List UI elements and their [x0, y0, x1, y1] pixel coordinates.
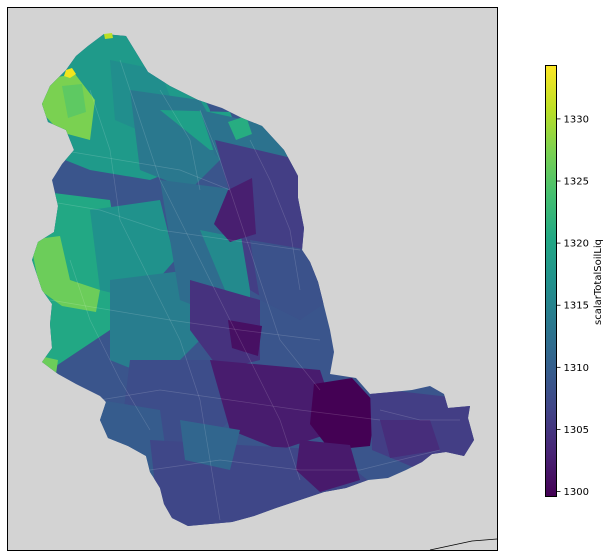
zone-channel-deep	[228, 320, 262, 356]
zone-center-west	[110, 270, 200, 380]
boundary-line	[429, 538, 498, 551]
zone-east-arm-inner	[380, 420, 440, 458]
colorbar-tick-label: 1305	[564, 425, 589, 436]
zone-southeast	[210, 360, 340, 450]
zone-northeast-spot	[228, 116, 252, 140]
subcatchment-lines	[39, 59, 460, 521]
zone-center-strip	[200, 230, 250, 300]
northwest-tip-patch	[64, 68, 76, 78]
colorbar-tick-label: 1330	[564, 114, 589, 125]
colorbar-gradient	[545, 65, 557, 497]
colorbar-ticks: 1300 1305 1310 1315 1320 1325 1330	[556, 114, 589, 498]
zone-south-inner	[296, 440, 360, 492]
colorbar-tick-label: 1320	[564, 239, 589, 250]
colorbar-label: scalarTotalSoilLiq	[593, 239, 604, 325]
colorbar-tick-label: 1310	[564, 363, 589, 374]
zone-southeast-core	[310, 378, 376, 450]
north-tip-patch	[104, 33, 113, 39]
colorbar: 1300 1305 1310 1315 1320 1325 1330 scalarTotal…	[545, 65, 604, 498]
map-axes	[7, 7, 498, 551]
colorbar-tick-label: 1315	[564, 301, 589, 312]
zone-west-lobe	[32, 236, 100, 312]
zone-northwest-inner	[62, 84, 86, 118]
zone-upper-channel	[214, 178, 256, 242]
colorbar-tick-label: 1325	[564, 177, 589, 188]
colorbar-tick-label: 1300	[564, 487, 589, 498]
zone-south-strip	[180, 420, 240, 470]
